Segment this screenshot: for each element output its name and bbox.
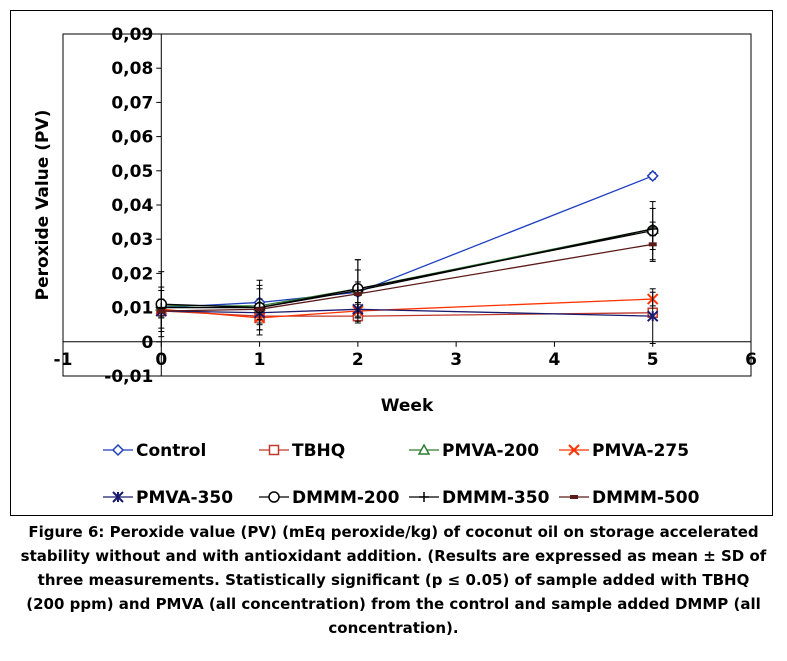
y-tick-label: 0,09 [111, 25, 153, 45]
legend-marker [568, 444, 580, 456]
y-tick-label: 0,02 [111, 264, 153, 284]
legend-label: PMVA-200 [442, 441, 539, 461]
series-line [161, 230, 653, 309]
legend-marker [111, 443, 125, 457]
data-point [353, 291, 362, 296]
legend-label: TBHQ [292, 441, 345, 461]
legend-label: DMMM-350 [442, 488, 550, 508]
legend-label: PMVA-275 [592, 441, 689, 461]
legend-label: PMVA-350 [136, 488, 233, 508]
data-point [648, 242, 657, 247]
legend-item-pmva-200: PMVA-200 [409, 441, 539, 461]
legend-item-dmmm-200: DMMM-200 [259, 488, 400, 508]
legend-marker [419, 492, 429, 502]
series-dmmm-200 [155, 201, 659, 338]
legend-label: Control [136, 441, 206, 461]
x-tick-label: -1 [54, 350, 73, 370]
legend-item-dmmm-350: DMMM-350 [409, 488, 550, 508]
chart-svg: -0,0100,010,020,030,040,050,060,070,080,… [33, 25, 757, 508]
series-line [161, 228, 653, 307]
data-point [255, 307, 264, 312]
x-tick-label: 4 [549, 350, 561, 370]
legend-item-dmmm-500: DMMM-500 [559, 488, 700, 508]
series-line [161, 228, 653, 309]
y-axis-title: Peroxide Value (PV) [33, 110, 53, 301]
legend-item-control: Control [103, 441, 206, 461]
x-tick-label: 6 [745, 350, 757, 370]
legend-item-tbhq: TBHQ [259, 441, 345, 461]
series-pmva-275 [155, 291, 659, 326]
y-tick-label: -0,01 [104, 367, 153, 387]
x-tick-label: 1 [254, 350, 266, 370]
legend-marker [112, 491, 124, 503]
legend-marker [570, 495, 578, 499]
series-pmva-200 [155, 221, 659, 314]
legend-item-pmva-350: PMVA-350 [103, 488, 233, 508]
legend-label: DMMM-500 [592, 488, 700, 508]
y-tick-label: 0 [141, 333, 153, 353]
y-tick-label: 0,05 [111, 162, 153, 182]
legend-label: DMMM-200 [292, 488, 400, 508]
series-control [155, 169, 659, 314]
legend-marker [268, 491, 280, 503]
x-tick-label: 2 [352, 350, 364, 370]
data-point [646, 169, 659, 182]
x-tick-label: 5 [647, 350, 659, 370]
plot-area [62, 33, 752, 377]
y-tick-label: 0,03 [111, 230, 153, 250]
x-axis-title: Week [381, 396, 434, 416]
x-tick-label: 3 [450, 350, 462, 370]
series-dmmm-500 [157, 226, 657, 333]
y-tick-label: 0,07 [111, 93, 153, 113]
series-line [161, 243, 653, 312]
series-line [161, 175, 653, 309]
figure-caption: Figure 6: Peroxide value (PV) (mEq perox… [20, 523, 767, 637]
chart-frame: -0,01 0 0,01 0,02 0,03 0,04 0,05 0,06 0,07 0,08 0,… [10, 10, 773, 516]
data-point [647, 310, 659, 322]
y-tick-label: 0,01 [111, 299, 153, 319]
legend-marker [268, 444, 280, 456]
y-tick-label: 0,06 [111, 128, 153, 148]
y-tick-label: 0,04 [111, 196, 153, 216]
legend-marker [417, 443, 431, 455]
series-line [161, 308, 653, 317]
x-tick-label: 0 [155, 350, 167, 370]
legend-item-pmva-275: PMVA-275 [559, 441, 689, 461]
series-line [161, 298, 653, 319]
y-tick-label: 0,08 [111, 59, 153, 79]
data-point [157, 309, 166, 314]
